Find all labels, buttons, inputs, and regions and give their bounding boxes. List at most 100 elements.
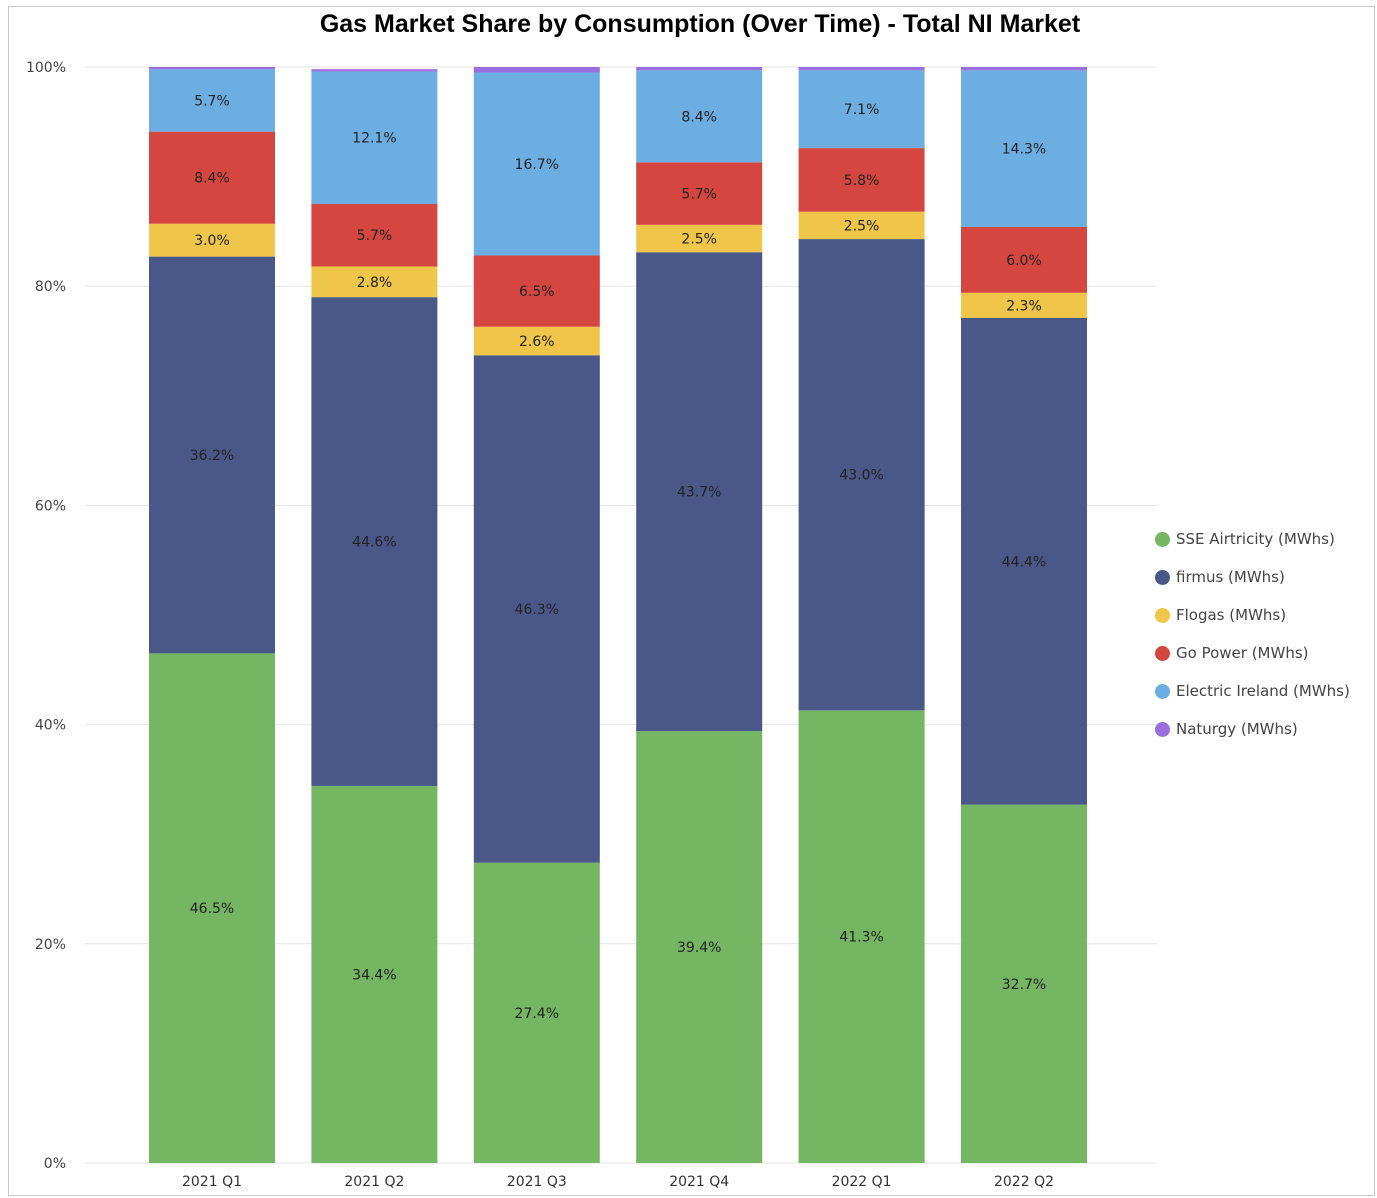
legend-item[interactable]: Flogas (MWhs) — [1155, 596, 1350, 634]
bar-segment[interactable] — [961, 67, 1087, 71]
data-label: 5.7% — [681, 187, 717, 203]
data-label: 5.7% — [194, 93, 230, 109]
x-tick-label: 2021 Q2 — [344, 1174, 404, 1190]
bar-segment[interactable] — [473, 67, 600, 73]
bar-segment[interactable] — [311, 785, 438, 1163]
bar-segment[interactable] — [149, 256, 275, 654]
legend-label: Go Power (MWhs) — [1176, 644, 1309, 662]
y-tick-label: 40% — [35, 718, 66, 734]
bar-segment[interactable] — [473, 326, 600, 356]
bar-segment[interactable] — [636, 67, 763, 71]
legend-item[interactable]: Electric Ireland (MWhs) — [1155, 672, 1350, 710]
bar-segment[interactable] — [636, 252, 763, 732]
bar-segment[interactable] — [961, 227, 1087, 293]
legend-swatch — [1155, 531, 1170, 547]
legend-label: Flogas (MWhs) — [1176, 606, 1287, 624]
bar-segment[interactable] — [311, 297, 438, 786]
bar-segment[interactable] — [149, 653, 275, 1163]
y-tick-label: 20% — [35, 937, 66, 953]
data-label: 39.4% — [677, 940, 721, 956]
data-label: 12.1% — [352, 131, 396, 147]
data-labels: 46.5% 36.2% 3.0% 8.4% 5.7% 34.4% 44.6% 2.8% 5.7%… — [190, 93, 1046, 1021]
legend-label: Naturgy (MWhs) — [1176, 720, 1298, 738]
bar-segment[interactable] — [798, 710, 925, 1163]
bar-segment[interactable] — [149, 67, 275, 70]
x-tick-label: 2021 Q3 — [507, 1174, 567, 1190]
chart-title: Gas Market Share by Consumption (Over Ti… — [319, 10, 1081, 38]
data-label: 5.7% — [357, 228, 393, 244]
data-label: 8.4% — [194, 171, 230, 187]
legend-swatch — [1155, 683, 1170, 699]
axis-labels: 0% 20% 40% 60% 80% 100% 2021 Q1 2021 Q2 2021 Q3 2… — [26, 60, 1054, 1190]
bar-segment[interactable] — [473, 862, 600, 1163]
data-label: 7.1% — [844, 102, 880, 118]
bar-segment[interactable] — [311, 69, 438, 72]
bar-segment[interactable] — [798, 148, 925, 212]
data-label: 14.3% — [1002, 142, 1046, 158]
bar-segment[interactable] — [798, 239, 925, 711]
legend-swatch — [1155, 569, 1170, 585]
bar-segment[interactable] — [311, 266, 438, 298]
legend-item[interactable]: firmus (MWhs) — [1155, 558, 1350, 596]
bar-segment[interactable] — [798, 211, 925, 240]
bar-segment[interactable] — [798, 70, 925, 149]
y-tick-label: 0% — [44, 1156, 66, 1172]
data-label: 2.3% — [1006, 298, 1042, 314]
data-label: 6.5% — [519, 284, 555, 300]
data-label: 2.8% — [357, 275, 393, 291]
bar-segment[interactable] — [636, 731, 763, 1163]
data-label: 44.6% — [352, 535, 396, 551]
data-label: 44.4% — [1002, 554, 1046, 570]
bar-segment[interactable] — [473, 72, 600, 256]
data-label: 34.4% — [352, 967, 396, 983]
x-tick-label: 2022 Q1 — [832, 1174, 892, 1190]
bar-segment[interactable] — [636, 162, 763, 225]
data-label: 43.7% — [677, 485, 721, 501]
legend-swatch — [1155, 607, 1170, 623]
bar-segment[interactable] — [149, 131, 275, 224]
data-label: 3.0% — [194, 233, 230, 249]
bar-segment[interactable] — [636, 224, 763, 253]
data-label: 2.6% — [519, 334, 555, 350]
bar-segment[interactable] — [961, 292, 1087, 318]
data-label: 46.3% — [515, 602, 559, 618]
data-label: 32.7% — [1002, 977, 1046, 993]
legend-label: Electric Ireland (MWhs) — [1176, 682, 1350, 700]
data-label: 2.5% — [681, 232, 717, 248]
chart-legend: SSE Airtricity (MWhs) firmus (MWhs) Flogas… — [1155, 520, 1350, 748]
x-tick-label: 2021 Q4 — [669, 1174, 729, 1190]
bar-segment[interactable] — [149, 69, 275, 132]
bar-segment[interactable] — [473, 355, 600, 863]
bar-segment[interactable] — [961, 317, 1087, 805]
bar-segment[interactable] — [961, 804, 1087, 1163]
bars — [149, 67, 1087, 1163]
bar-segment[interactable] — [311, 71, 438, 204]
bar-segment[interactable] — [636, 70, 763, 163]
data-label: 5.8% — [844, 173, 880, 189]
legend-swatch — [1155, 645, 1170, 661]
data-label: 8.4% — [681, 109, 717, 125]
data-label: 46.5% — [190, 901, 234, 917]
data-label: 43.0% — [839, 468, 883, 484]
bar-segment[interactable] — [311, 204, 438, 267]
data-label: 6.0% — [1006, 253, 1042, 269]
x-tick-label: 2021 Q1 — [182, 1174, 242, 1190]
data-label: 27.4% — [515, 1006, 559, 1022]
legend-item[interactable]: SSE Airtricity (MWhs) — [1155, 520, 1350, 558]
data-label: 36.2% — [190, 448, 234, 464]
legend-item[interactable]: Naturgy (MWhs) — [1155, 710, 1350, 748]
y-tick-label: 60% — [35, 498, 66, 514]
bar-segment[interactable] — [149, 223, 275, 257]
y-tick-label: 80% — [35, 279, 66, 295]
bar-segment[interactable] — [798, 67, 925, 71]
data-label: 2.5% — [844, 218, 880, 234]
legend-item[interactable]: Go Power (MWhs) — [1155, 634, 1350, 672]
bar-segment[interactable] — [473, 255, 600, 327]
legend-swatch — [1155, 721, 1170, 737]
bar-segment[interactable] — [961, 70, 1087, 228]
data-label: 16.7% — [515, 157, 559, 173]
legend-label: firmus (MWhs) — [1176, 568, 1285, 586]
y-tick-label: 100% — [26, 60, 66, 76]
legend-label: SSE Airtricity (MWhs) — [1176, 530, 1335, 548]
